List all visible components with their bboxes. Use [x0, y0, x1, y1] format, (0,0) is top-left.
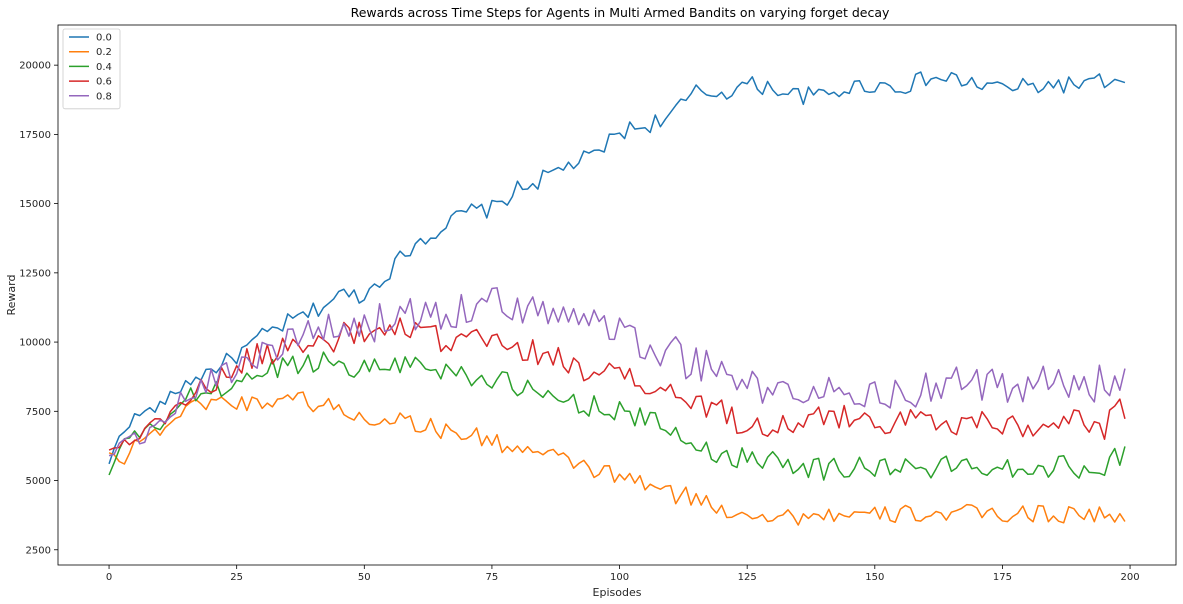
- legend-label-0.0: 0.0: [96, 33, 112, 44]
- y-tick-label: 20000: [19, 61, 51, 72]
- plot-area: [58, 25, 1176, 565]
- x-tick-label: 25: [230, 572, 243, 583]
- y-tick-label: 17500: [19, 130, 51, 141]
- x-tick-label: 100: [610, 572, 629, 583]
- y-tick-label: 2500: [26, 545, 51, 556]
- x-tick-label: 175: [993, 572, 1012, 583]
- x-axis-ticks: 0 25 50 75 100 125 150 175 200: [106, 565, 1140, 583]
- x-tick-label: 200: [1121, 572, 1140, 583]
- x-tick-label: 50: [358, 572, 371, 583]
- x-tick-label: 75: [486, 572, 499, 583]
- series-line-0.6: [108, 317, 1126, 451]
- series-line-0.8: [108, 287, 1126, 457]
- y-tick-label: 7500: [26, 407, 51, 418]
- chart-title: Rewards across Time Steps for Agents in …: [351, 5, 890, 20]
- x-tick-label: 150: [865, 572, 884, 583]
- x-tick-label: 0: [106, 572, 112, 583]
- series-layer: [108, 71, 1126, 526]
- plot-frame: [57, 24, 1177, 566]
- x-axis-label: Episodes: [593, 586, 642, 599]
- legend-label-0.8: 0.8: [96, 91, 112, 102]
- legend-label-0.4: 0.4: [96, 62, 112, 73]
- series-line-0.4: [108, 351, 1126, 481]
- x-tick-label: 125: [738, 572, 757, 583]
- legend-label-0.2: 0.2: [96, 47, 112, 58]
- y-axis-ticks: 2500 5000 7500 10000 12500 15000 17500 20000: [19, 61, 58, 556]
- y-tick-label: 5000: [26, 476, 51, 487]
- legend-label-0.6: 0.6: [96, 77, 112, 88]
- y-tick-label: 15000: [19, 199, 51, 210]
- y-axis-label: Reward: [5, 275, 18, 316]
- series-line-0.2: [108, 391, 1126, 526]
- legend-box: [62, 28, 121, 110]
- y-tick-label: 10000: [19, 338, 51, 349]
- legend: 0.0 0.2 0.4 0.6 0.8: [62, 28, 121, 110]
- y-tick-label: 12500: [19, 268, 51, 279]
- series-line-0.0: [108, 71, 1126, 465]
